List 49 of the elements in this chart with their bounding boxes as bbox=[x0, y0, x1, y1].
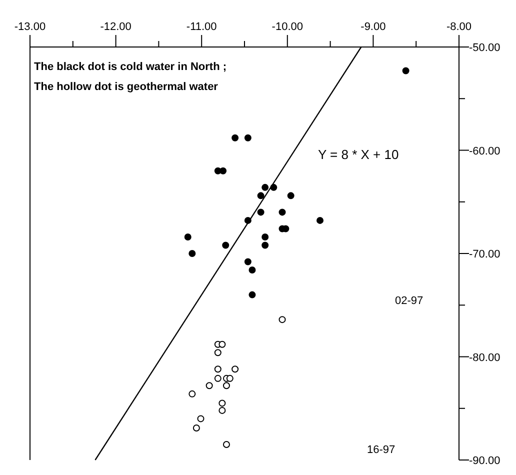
point bbox=[232, 134, 239, 142]
point bbox=[214, 374, 222, 382]
point bbox=[192, 424, 200, 432]
point bbox=[214, 366, 222, 373]
annotation: The black dot is cold water in North ; bbox=[34, 61, 227, 73]
y-tick-label: -50.00 bbox=[469, 42, 500, 54]
point bbox=[188, 250, 196, 257]
point bbox=[262, 233, 269, 240]
point bbox=[248, 291, 256, 298]
point bbox=[222, 382, 230, 390]
point bbox=[218, 400, 226, 407]
point bbox=[262, 242, 269, 249]
annotation: 16-97 bbox=[367, 444, 396, 456]
x-tick-label: -9.00 bbox=[360, 21, 386, 33]
point bbox=[262, 184, 269, 191]
point bbox=[222, 242, 230, 249]
point bbox=[188, 390, 196, 398]
point bbox=[218, 406, 226, 414]
point bbox=[197, 415, 204, 422]
point bbox=[278, 316, 286, 324]
point bbox=[248, 266, 256, 274]
point bbox=[222, 441, 230, 448]
annotation: 02-97 bbox=[395, 295, 424, 307]
point bbox=[278, 208, 286, 216]
y-tick-label: -60.00 bbox=[469, 145, 500, 158]
point bbox=[287, 192, 294, 200]
point bbox=[402, 67, 410, 74]
point bbox=[184, 233, 192, 240]
x-tick-label: -10.00 bbox=[272, 21, 303, 33]
point bbox=[316, 216, 324, 224]
annotation: The hollow dot is geothermal water bbox=[34, 81, 219, 93]
x-tick-label: -8.00 bbox=[446, 21, 472, 33]
point bbox=[220, 167, 227, 174]
x-tick-label: -11.00 bbox=[186, 21, 217, 33]
y-tick-label: -80.00 bbox=[469, 352, 500, 364]
y-tick-label: -90.00 bbox=[469, 455, 500, 467]
point bbox=[257, 192, 264, 200]
point bbox=[232, 366, 239, 373]
point bbox=[206, 382, 213, 390]
point bbox=[218, 340, 226, 348]
point bbox=[244, 134, 252, 142]
x-tick-label: -12.00 bbox=[100, 21, 132, 33]
point bbox=[226, 374, 234, 382]
annotation: Y = 8 * X + 10 bbox=[318, 147, 399, 162]
point bbox=[214, 349, 222, 356]
point bbox=[244, 258, 252, 266]
y-tick-label: -70.00 bbox=[469, 248, 500, 260]
x-tick-label: -13.00 bbox=[14, 21, 46, 33]
point bbox=[257, 208, 264, 216]
